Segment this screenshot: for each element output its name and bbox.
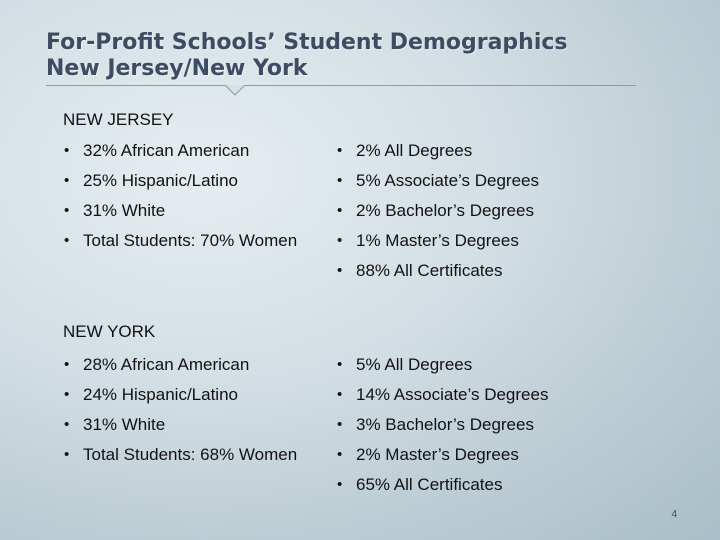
divider-notch-icon	[225, 85, 245, 96]
list-item: 65% All Certificates	[336, 474, 548, 504]
page-number: 4	[671, 509, 677, 520]
slide-title-line-1: For-Profit Schools’ Student Demographics	[46, 30, 568, 55]
title-divider	[46, 85, 636, 86]
list-item: 24% Hispanic/Latino	[63, 384, 297, 414]
list-item: 1% Master’s Degrees	[336, 230, 539, 260]
section-heading-new-jersey: NEW JERSEY	[63, 110, 174, 129]
list-item: 28% African American	[63, 354, 297, 384]
list-item: 3% Bachelor’s Degrees	[336, 414, 548, 444]
list-item: 25% Hispanic/Latino	[63, 170, 297, 200]
new-jersey-degrees-list: 2% All Degrees 5% Associate’s Degrees 2%…	[336, 140, 539, 290]
list-item: 2% Bachelor’s Degrees	[336, 200, 539, 230]
list-item: 2% All Degrees	[336, 140, 539, 170]
list-item: 2% Master’s Degrees	[336, 444, 548, 474]
section-heading-new-york: NEW YORK	[63, 322, 156, 341]
list-item: 31% White	[63, 414, 297, 444]
list-item: 14% Associate’s Degrees	[336, 384, 548, 414]
slide-title: For-Profit Schools’ Student Demographics…	[46, 30, 568, 82]
list-item: 88% All Certificates	[336, 260, 539, 290]
new-jersey-demographics-list: 32% African American 25% Hispanic/Latino…	[63, 140, 297, 260]
list-item: Total Students: 68% Women	[63, 444, 297, 474]
new-york-degrees-list: 5% All Degrees 14% Associate’s Degrees 3…	[336, 354, 548, 504]
new-york-demographics-list: 28% African American 24% Hispanic/Latino…	[63, 354, 297, 474]
list-item: 5% All Degrees	[336, 354, 548, 384]
list-item: 5% Associate’s Degrees	[336, 170, 539, 200]
list-item: 31% White	[63, 200, 297, 230]
list-item: 32% African American	[63, 140, 297, 170]
slide-title-line-2: New Jersey/New York	[46, 56, 308, 81]
list-item: Total Students: 70% Women	[63, 230, 297, 260]
